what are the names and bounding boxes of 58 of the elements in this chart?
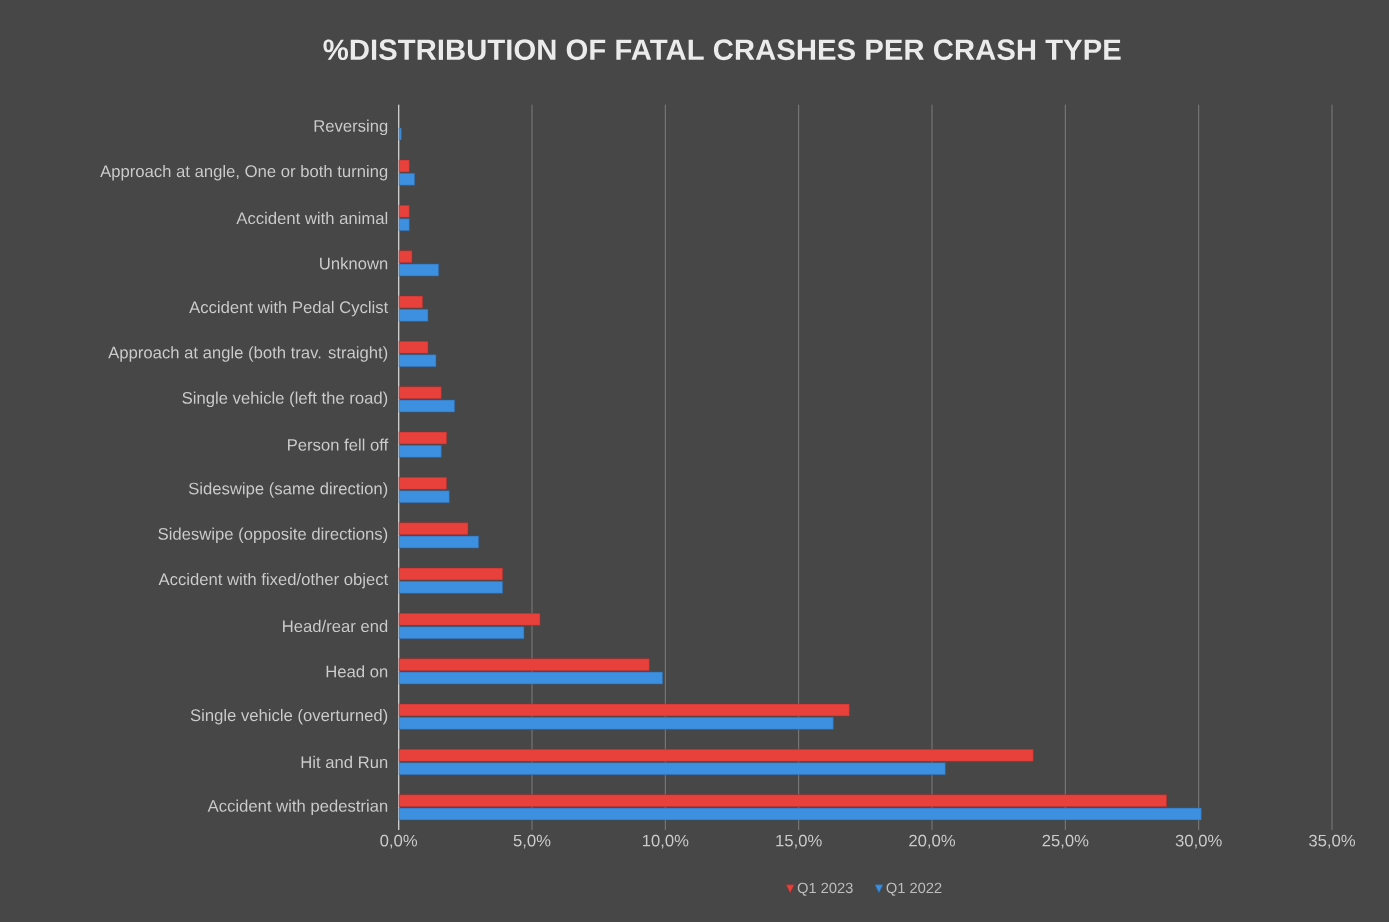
bar [398,445,442,458]
y-tick-label: Sideswipe (same direction) [188,482,388,498]
bar [398,263,439,277]
bar [398,250,413,263]
bar [398,477,447,490]
y-tick-label: Sideswipe (opposite directions) [158,527,388,544]
bar [398,567,503,581]
x-tick-label: 30,0% [1175,834,1222,849]
bar [398,341,429,354]
bar [398,522,469,535]
bar [398,703,850,717]
bar [398,490,450,503]
bar [398,399,455,413]
x-tick-label: 10,0% [642,834,689,849]
y-tick-label: Unknown [320,257,388,270]
bar [398,309,429,322]
bar [398,354,437,367]
y-tick-label: Accident with animal [236,211,388,225]
y-tick-label: Hit and Run [301,755,388,769]
bar [398,218,410,231]
bar [398,159,410,173]
x-tick-label: 20,0% [909,834,956,849]
y-tick-label: Accident with pedestrian [207,799,388,816]
bar [398,127,402,141]
y-tick-label: Single vehicle (left the road) [182,391,388,408]
bar [398,626,525,639]
bar [398,613,541,626]
y-tick-label: Head/rear end [283,619,388,633]
y-tick-label: Approach at angle, One or both turning [100,164,388,181]
bar [398,295,423,309]
y-tick-label: Head on [326,665,388,678]
bar [398,762,946,775]
bar [398,173,415,186]
y-tick-label: Approach at angle (both trav. straight) [108,346,388,362]
y-tick-label: Person fell off [288,438,389,451]
x-tick-label: 15,0% [776,834,822,849]
bar [398,431,447,445]
x-tick-label: 25,0% [1042,834,1089,849]
bar [398,671,663,685]
bar [398,581,503,594]
bar [398,205,410,218]
bar [398,658,650,671]
legend-label: Q1 2023 [797,882,853,896]
bar [398,386,442,399]
chart-title: %DISTRIBUTION OF FATAL CRASHES PER CRASH TYPE [323,39,1121,61]
x-tick-label: 0,0% [380,834,418,849]
bar [398,717,834,730]
x-tick-label: 35,0% [1309,834,1356,849]
legend-label: Q1 2022 [886,882,942,896]
x-tick-label: 5,0% [513,834,551,849]
bar [398,749,1034,762]
bar [398,535,479,549]
y-tick-label: Reversing [314,119,388,136]
y-tick-label: Accident with Pedal Cyclist [189,300,389,317]
bar [398,807,1202,821]
y-tick-label: Accident with fixed/other object [158,572,389,589]
bar [398,794,1167,807]
y-tick-label: Single vehicle (overturned) [190,708,388,725]
